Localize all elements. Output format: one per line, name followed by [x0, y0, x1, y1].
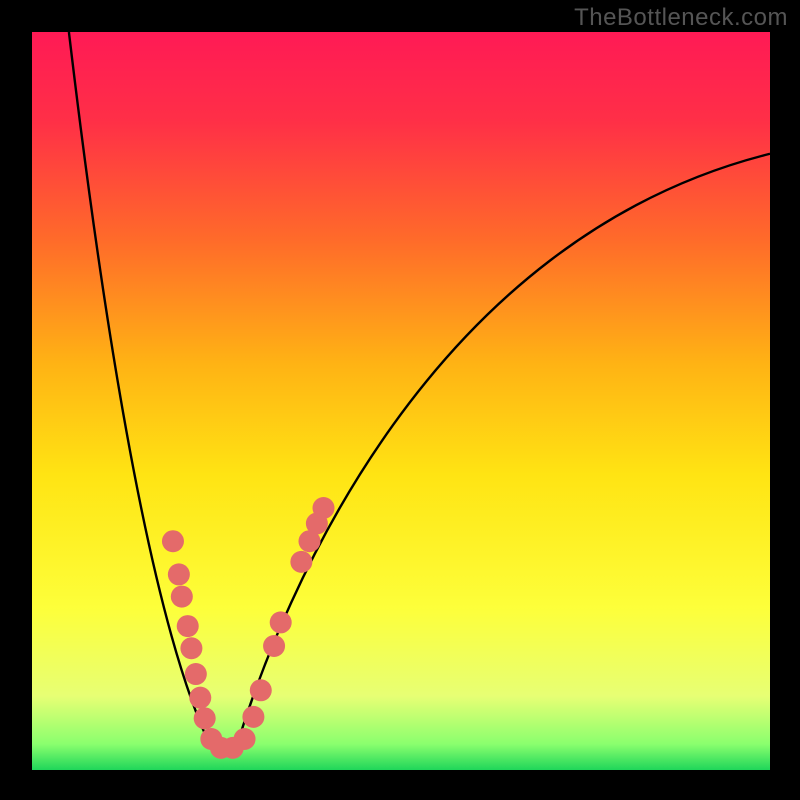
curve-marker — [180, 637, 202, 659]
gradient-background — [32, 32, 770, 770]
curve-marker — [313, 497, 335, 519]
curve-marker — [234, 728, 256, 750]
chart-stage: TheBottleneck.com — [0, 0, 800, 800]
curve-marker — [270, 611, 292, 633]
curve-marker — [290, 551, 312, 573]
watermark-text: TheBottleneck.com — [574, 4, 788, 32]
curve-marker — [171, 586, 193, 608]
curve-marker — [185, 663, 207, 685]
curve-marker — [177, 615, 199, 637]
curve-marker — [162, 530, 184, 552]
curve-marker — [194, 707, 216, 729]
curve-marker — [189, 687, 211, 709]
bottleneck-chart — [0, 0, 800, 800]
curve-marker — [242, 706, 264, 728]
curve-marker — [263, 635, 285, 657]
curve-marker — [250, 679, 272, 701]
curve-marker — [168, 563, 190, 585]
